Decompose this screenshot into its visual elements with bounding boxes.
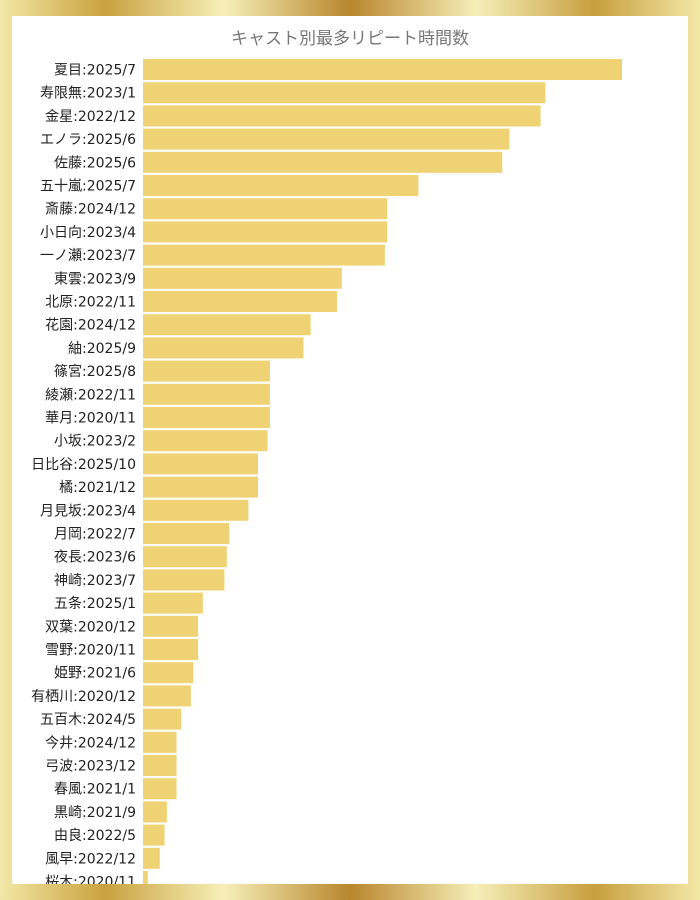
bar — [143, 824, 165, 846]
chart-title: キャスト別最多リピート時間数 — [231, 29, 469, 49]
bar-chart: キャスト別最多リピート時間数 夏目:2025/7 寿限無:2023/1 金星:202… — [31, 29, 622, 885]
category-label: 寿限無:2023/1 — [40, 85, 136, 102]
category-label: 今井:2024/12 — [45, 735, 136, 751]
category-label: 華月:2020/11 — [45, 411, 136, 427]
bar — [143, 314, 311, 336]
category-label: 有栖川:2020/12 — [31, 689, 136, 705]
category-label: エノラ:2025/6 — [40, 132, 136, 148]
category-label: 北原:2022/11 — [45, 295, 136, 311]
chart-panel: キャスト別最多リピート時間数 夏目:2025/7 寿限無:2023/1 金星:202… — [12, 16, 688, 884]
category-label: 金星:2022/12 — [45, 109, 136, 125]
category-label: 東雲:2023/9 — [54, 271, 136, 287]
bar — [143, 778, 177, 800]
bar — [143, 267, 342, 289]
bar — [143, 291, 337, 312]
bar — [143, 82, 546, 104]
category-label: 夏目:2025/7 — [54, 63, 136, 79]
bar — [143, 592, 203, 614]
category-label: 一ノ瀬:2023/7 — [40, 248, 136, 264]
bar — [143, 801, 167, 823]
bar — [143, 198, 388, 220]
category-label: 小坂:2023/2 — [54, 434, 136, 450]
bar — [143, 708, 182, 730]
bar — [143, 847, 160, 869]
bar — [143, 430, 268, 452]
category-label: 佐藤:2025/6 — [54, 155, 136, 171]
bar — [143, 453, 258, 475]
bar — [143, 569, 225, 591]
bar — [143, 731, 177, 753]
bar — [143, 499, 249, 521]
category-label: 由良:2022/5 — [54, 828, 136, 844]
bar — [143, 615, 199, 637]
bar — [143, 244, 385, 266]
bar — [143, 337, 304, 359]
bar — [143, 128, 510, 150]
bar — [143, 407, 270, 428]
category-label: 花園:2024/12 — [45, 318, 136, 334]
category-label: 斎藤:2024/12 — [45, 201, 136, 218]
bar — [143, 383, 270, 405]
bar — [143, 871, 148, 884]
category-label: 神崎:2023/7 — [54, 573, 136, 589]
category-label: 桜木:2020/11 — [45, 875, 136, 885]
bar — [143, 523, 230, 544]
bar — [143, 639, 199, 660]
category-label: 篠宮:2025/8 — [54, 364, 136, 380]
category-label: 紬:2025/9 — [68, 341, 136, 357]
category-labels: 夏目:2025/7 寿限無:2023/1 金星:2022/12 エノラ:2025/6 佐… — [31, 63, 136, 885]
category-label: 五条:2025/1 — [54, 595, 136, 612]
category-label: 綾瀬:2022/11 — [45, 387, 136, 403]
bar — [143, 105, 541, 127]
category-label: 月岡:2022/7 — [54, 527, 136, 543]
category-label: 夜長:2023/6 — [54, 550, 136, 566]
category-label: 五百木:2024/5 — [40, 712, 136, 728]
category-label: 春風:2021/1 — [54, 782, 136, 798]
category-label: 月見坂:2023/4 — [40, 503, 136, 519]
bar — [143, 755, 177, 776]
bar — [143, 662, 194, 684]
category-label: 姫野:2021/6 — [54, 666, 136, 682]
category-label: 日比谷:2025/10 — [31, 457, 136, 473]
bar — [143, 476, 258, 498]
bar — [143, 360, 270, 382]
bars — [143, 59, 622, 884]
category-label: 橘:2021/12 — [59, 480, 136, 496]
category-label: 弓波:2023/12 — [45, 759, 136, 775]
bar — [143, 685, 191, 707]
bar — [143, 221, 388, 243]
bar — [143, 151, 503, 173]
bar — [143, 175, 419, 196]
category-label: 小日向:2023/4 — [40, 225, 136, 241]
category-label: 風早:2022/12 — [45, 851, 136, 867]
category-label: 双葉:2020/12 — [45, 619, 136, 635]
category-label: 雪野:2020/11 — [45, 643, 136, 659]
category-label: 黒崎:2021/9 — [54, 805, 136, 821]
bar — [143, 59, 622, 80]
bar — [143, 546, 227, 568]
category-label: 五十嵐:2025/7 — [40, 179, 136, 195]
